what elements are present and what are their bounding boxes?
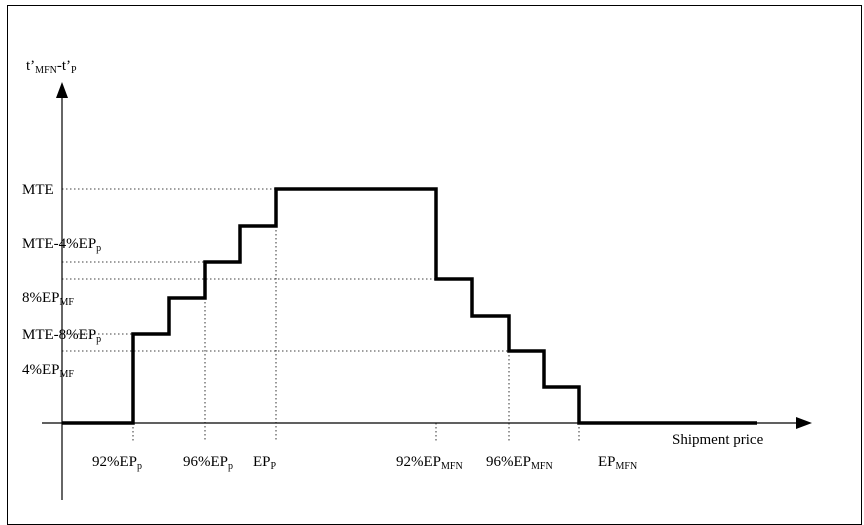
x-label-ep-mfn: EPMFN — [598, 454, 638, 472]
x-axis-title: Shipment price — [672, 432, 764, 448]
x-label-96-p: 96%EPp — [183, 454, 233, 472]
y-label-mte-4: MTE-4%EPp — [22, 236, 102, 254]
y-label-mte-8: MTE-8%EPp — [22, 327, 102, 345]
step-diagram — [42, 82, 812, 500]
y-label-8-mf: 8%EPMF — [22, 290, 74, 308]
x-label-96-mfn: 96%EPMFN — [486, 454, 553, 472]
x-label-92-p: 92%EPp — [92, 454, 142, 472]
x-label-ep-p: EPP — [253, 454, 277, 472]
x-label-92-mfn: 92%EPMFN — [396, 454, 463, 472]
horizontal-guides — [62, 188, 509, 352]
vertical-guides — [132, 226, 580, 442]
step-function-line — [62, 187, 757, 425]
y-label-4-mf: 4%EPMF — [22, 362, 74, 380]
y-axis-title: t’MFN-t’P — [26, 58, 77, 76]
y-label-mte: MTE — [22, 182, 54, 198]
y-axis-arrowhead — [56, 82, 68, 98]
x-axis-arrowhead — [796, 417, 812, 429]
